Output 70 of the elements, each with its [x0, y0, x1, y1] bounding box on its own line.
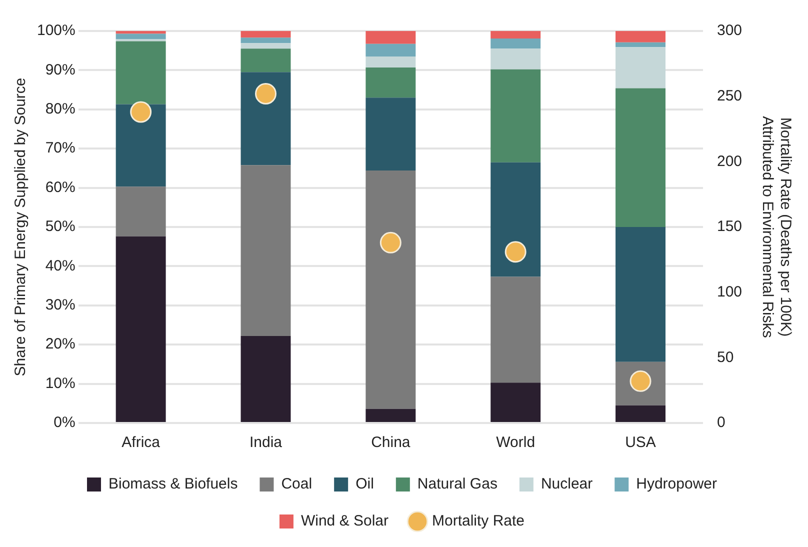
point — [130, 101, 152, 123]
y2-tick-label: 150 — [716, 218, 742, 236]
bar — [366, 31, 416, 44]
legend-label: Biomass & Biofuels — [108, 476, 238, 493]
y-tick-label: 60% — [45, 178, 76, 196]
y2-tick-label: 200 — [716, 152, 742, 170]
y2-tick-label: 100 — [716, 283, 742, 300]
legend-label: Coal — [281, 476, 312, 493]
y-tick-label: 80% — [45, 100, 76, 118]
bar — [116, 34, 166, 40]
x-tick-label: USA — [625, 434, 656, 452]
bar — [616, 31, 666, 42]
bar — [616, 47, 666, 88]
bar — [366, 44, 416, 56]
bar — [240, 72, 291, 166]
y2-tick-label: 250 — [716, 87, 742, 104]
bar — [490, 162, 541, 277]
y2-tick-label: 300 — [716, 22, 742, 40]
point — [254, 82, 276, 104]
legend-label: Oil — [356, 476, 374, 493]
y-tick-label: 0% — [54, 414, 76, 432]
y-tick-label: 10% — [45, 374, 76, 392]
bar — [116, 31, 166, 34]
legend-label: Wind & Solar — [300, 512, 389, 530]
bar — [490, 276, 541, 383]
bar — [116, 186, 166, 236]
x-tick-label: World — [496, 434, 536, 452]
bar — [490, 382, 541, 422]
bar — [490, 69, 541, 162]
legend-label: Nuclear — [540, 476, 593, 493]
bar — [366, 98, 416, 171]
x-tick-label: China — [371, 434, 411, 452]
bar — [616, 227, 666, 362]
point — [504, 241, 526, 263]
bar — [240, 31, 291, 38]
bar — [616, 405, 666, 422]
y-tick-label: 20% — [45, 336, 76, 353]
bar — [490, 48, 541, 70]
bar — [616, 42, 666, 48]
bar — [116, 236, 166, 422]
x-tick-label: Africa — [122, 434, 161, 452]
y2-tick-label: 0 — [716, 414, 726, 432]
bar — [240, 43, 291, 49]
legend-label: Mortality Rate — [432, 512, 525, 530]
y-tick-label: 30% — [45, 296, 76, 314]
bar — [240, 48, 291, 72]
bar — [490, 31, 541, 38]
bar — [366, 67, 416, 98]
y-axis-title: Share of Primary Energy Supplied by Source — [12, 78, 30, 376]
bar — [116, 41, 166, 104]
point — [380, 232, 402, 254]
bar — [116, 104, 166, 187]
bar — [616, 88, 666, 227]
bar — [366, 56, 416, 68]
y2-tick-label: 50 — [716, 348, 734, 366]
y2-axis-title: Mortality Rate (Deaths per 100K) Attributed to Environmental Risks — [758, 116, 794, 338]
y-tick-label: 50% — [45, 218, 76, 236]
bar — [366, 170, 416, 409]
y-tick-label: 40% — [45, 257, 76, 274]
bar — [366, 408, 416, 422]
y-tick-label: 100% — [36, 22, 76, 40]
bar — [240, 38, 291, 44]
legend-label: Hydropower — [636, 476, 718, 493]
bar — [240, 336, 291, 422]
y-tick-label: 70% — [45, 140, 76, 157]
y-tick-label: 90% — [45, 61, 76, 78]
legend-label: Natural Gas — [417, 476, 498, 493]
x-tick-label: India — [249, 434, 283, 452]
bar — [490, 38, 541, 49]
bar — [240, 165, 291, 336]
